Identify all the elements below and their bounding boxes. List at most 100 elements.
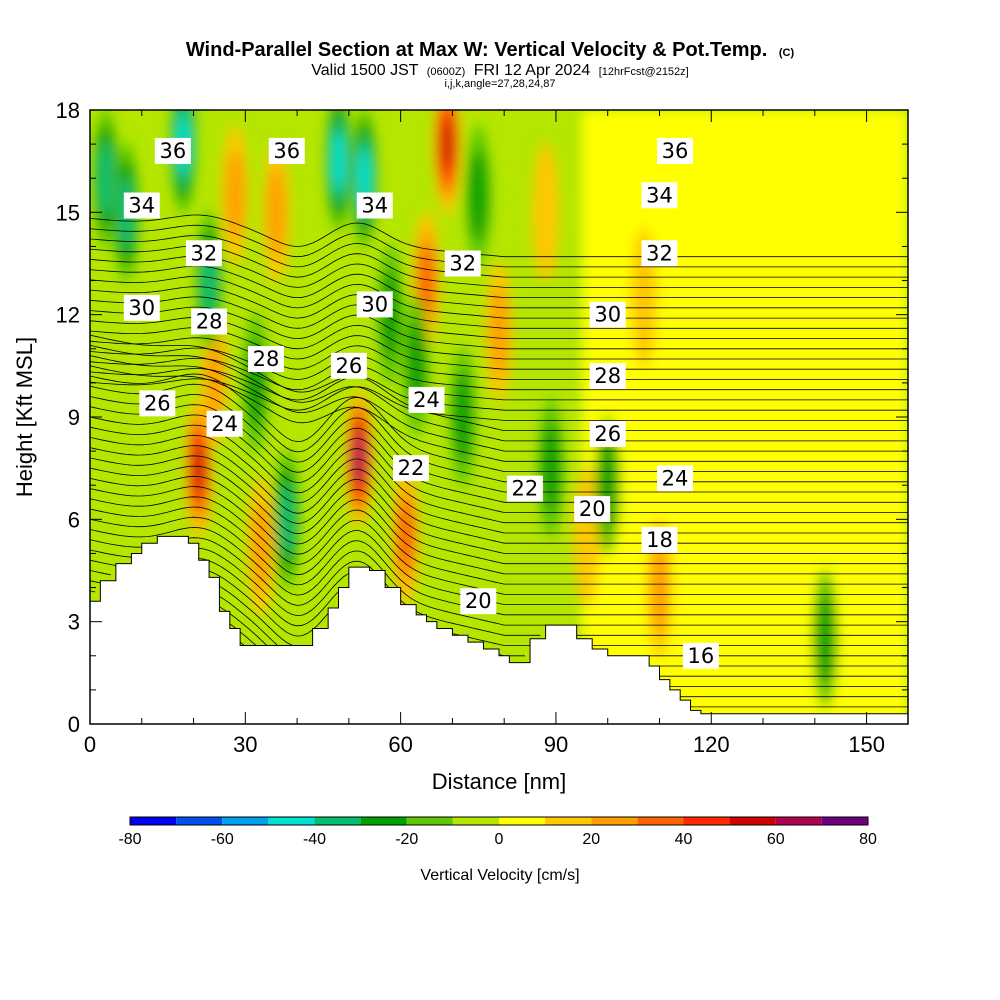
chart-title: Wind-Parallel Section at Max W: Vertical… bbox=[186, 39, 767, 61]
contour-label: 30 bbox=[589, 301, 626, 328]
theta-contour bbox=[90, 334, 908, 431]
w-cell bbox=[92, 110, 119, 249]
w-cell bbox=[537, 398, 564, 539]
contour-label-text: 32 bbox=[646, 241, 673, 265]
svg-text:Wind-Parallel Section at Max W: Wind-Parallel Section at Max W: Vertical… bbox=[186, 39, 795, 61]
contour-label-text: 30 bbox=[128, 296, 155, 320]
contour-label: 18 bbox=[641, 526, 678, 553]
contour-label-text: 22 bbox=[398, 456, 425, 480]
w-cell bbox=[434, 110, 461, 215]
contour-label-text: 20 bbox=[465, 589, 492, 613]
w-cell bbox=[413, 210, 440, 351]
potential-temperature-contours bbox=[90, 214, 908, 718]
contour-label-text: 34 bbox=[646, 183, 673, 207]
theta-contour bbox=[90, 373, 908, 472]
subtitle-utc: (0600Z) bbox=[427, 66, 466, 78]
contour-label-text: 16 bbox=[688, 644, 715, 668]
colorbar-tick-label: -80 bbox=[118, 831, 141, 848]
theta-contour bbox=[90, 235, 908, 278]
contour-label: 26 bbox=[330, 352, 367, 379]
contour-label: 20 bbox=[574, 496, 611, 523]
y-tick-label: 18 bbox=[56, 98, 80, 123]
theta-contour bbox=[90, 537, 908, 636]
theta-contour bbox=[90, 506, 908, 605]
contour-label: 30 bbox=[356, 291, 393, 318]
x-tick-label: 30 bbox=[233, 732, 257, 757]
contour-label-text: 26 bbox=[594, 422, 621, 446]
contour-label-text: 36 bbox=[273, 139, 300, 163]
contour-label-text: 28 bbox=[594, 364, 621, 388]
plot-area: 36 36 36 34 34 34 32 32 32 30 30 30 28 28 28 26 26 26 24 24… bbox=[90, 110, 908, 724]
theta-contour bbox=[90, 265, 908, 309]
subtitle-valid: Valid 1500 JST bbox=[311, 62, 419, 79]
w-cell bbox=[486, 261, 512, 402]
colorbar-tick-label: 60 bbox=[767, 831, 785, 848]
w-cell bbox=[221, 125, 248, 266]
contour-label: 24 bbox=[206, 410, 243, 437]
contour-label: 28 bbox=[589, 363, 626, 390]
svg-text:Valid 1500 JST (0600Z): Valid 1500 JST (0600Z) FRI 12 Apr 2024 [… bbox=[311, 62, 688, 79]
colorbar-swatch bbox=[268, 817, 315, 825]
contour-label: 34 bbox=[123, 192, 160, 219]
theta-contour bbox=[90, 527, 908, 626]
colorbar-tick-label: -60 bbox=[211, 831, 234, 848]
theta-contour bbox=[90, 347, 908, 391]
contour-label-text: 30 bbox=[361, 292, 388, 316]
contour-label-text: 22 bbox=[512, 477, 539, 501]
x-tick-label: 120 bbox=[693, 732, 730, 757]
contour-label-text: 30 bbox=[594, 303, 621, 327]
y-tick-label: 15 bbox=[56, 200, 80, 225]
theta-contour bbox=[90, 365, 908, 462]
colorbar-swatch bbox=[591, 817, 638, 825]
colorbar-tick-label: 40 bbox=[675, 831, 693, 848]
colorbar-swatch bbox=[176, 817, 223, 825]
theta-contour bbox=[90, 255, 908, 298]
x-tick-label: 60 bbox=[388, 732, 412, 757]
contour-label: 36 bbox=[154, 137, 191, 164]
theta-contour bbox=[90, 475, 908, 575]
colorbar-swatch bbox=[314, 817, 361, 825]
y-axis-label: Height [Kft MSL] bbox=[12, 337, 37, 497]
title-block: Wind-Parallel Section at Max W: Vertical… bbox=[186, 39, 795, 90]
theta-contour bbox=[90, 496, 908, 595]
contour-label: 30 bbox=[123, 294, 160, 321]
contour-label: 22 bbox=[392, 455, 429, 482]
contour-label-text: 32 bbox=[191, 241, 218, 265]
subtitle-forecast: [12hrFcst@2152z] bbox=[599, 66, 689, 78]
colorbar-title: Vertical Velocity [cm/s] bbox=[420, 867, 579, 884]
contour-label: 24 bbox=[408, 386, 445, 413]
contour-label: 26 bbox=[139, 390, 176, 417]
x-axis: 0 30 60 90 120 150 bbox=[84, 110, 885, 757]
contour-label-text: 34 bbox=[128, 194, 155, 218]
contour-label-text: 24 bbox=[211, 412, 238, 436]
contour-label: 32 bbox=[444, 250, 481, 277]
w-cell bbox=[346, 387, 373, 528]
colorbar-swatch bbox=[499, 817, 546, 825]
theta-contour bbox=[90, 368, 908, 411]
contour-label-text: 36 bbox=[159, 139, 186, 163]
colorbar-swatch bbox=[360, 817, 407, 825]
contour-label: 32 bbox=[641, 240, 678, 267]
theta-contour bbox=[90, 590, 908, 687]
x-axis-label: Distance [nm] bbox=[432, 769, 567, 794]
x-tick-label: 150 bbox=[848, 732, 885, 757]
colorbar-swatch bbox=[130, 817, 177, 825]
contour-label-text: 24 bbox=[662, 466, 689, 490]
colorbar-swatch bbox=[775, 817, 822, 825]
y-tick-label: 0 bbox=[68, 712, 80, 737]
colorbar-tick-label: -40 bbox=[303, 831, 326, 848]
contour-label: 28 bbox=[248, 346, 285, 373]
theta-contour bbox=[90, 296, 908, 339]
contour-label: 36 bbox=[268, 137, 305, 164]
contour-label: 32 bbox=[185, 240, 222, 267]
contour-label: 28 bbox=[191, 308, 228, 335]
contour-labels: 36 36 36 34 34 34 32 32 32 30 30 30 28 28 28 26 26 26 24 24… bbox=[123, 137, 719, 669]
contour-label-text: 24 bbox=[413, 388, 440, 412]
w-cell bbox=[185, 398, 212, 539]
y-tick-label: 12 bbox=[56, 303, 80, 328]
contour-label-text: 32 bbox=[449, 252, 476, 276]
colorbar-swatch bbox=[729, 817, 776, 825]
contour-label-text: 26 bbox=[335, 354, 362, 378]
